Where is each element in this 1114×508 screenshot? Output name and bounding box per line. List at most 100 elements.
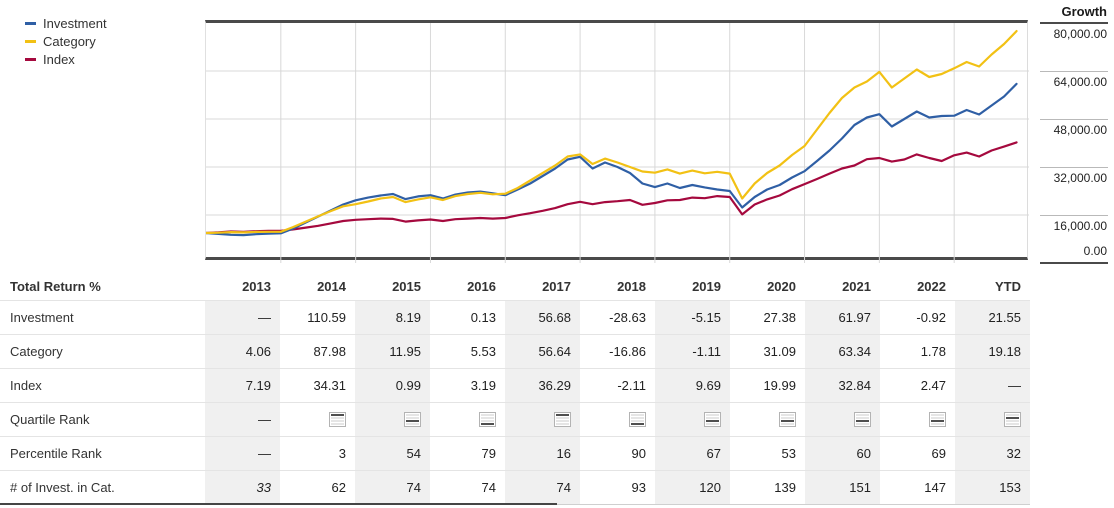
row-label: Category [10,344,63,359]
column-header-2013: 2013 [242,278,271,294]
value-cell: 56.64 [505,335,580,368]
value-cell: -5.15 [655,301,730,334]
column-header-2015: 2015 [392,278,421,294]
value-cell: -2.11 [617,378,646,393]
quartile-3-icon [704,412,721,427]
quartile-stripe [556,423,569,425]
quartile-stripe [331,420,344,422]
quartile-stripe [631,414,644,416]
row-label: Percentile Rank [10,446,102,461]
quartile-stripe [931,417,944,419]
quartile-stripe [931,423,944,425]
quartile-stripe [781,414,794,416]
value-cell: 19.18 [955,335,1030,368]
quartile-stripe [331,417,344,419]
value-cell: 0.99 [355,369,430,402]
quartile-3-icon [929,412,946,427]
value-cell: 93 [631,480,646,495]
quartile-2-icon [1004,412,1021,427]
column-header-2017: 2017 [542,278,571,294]
value-cell: 110.59 [307,310,346,325]
growth-axis-tick-label: 0.00 [1083,244,1107,258]
value-cell: 62 [331,480,346,495]
value-cell: 74 [505,471,580,504]
quartile-rank-icon [505,403,580,436]
quartile-rank-icon [355,403,430,436]
quartile-stripe [706,423,719,425]
value-cell: 79 [481,446,496,461]
growth-axis-tick-line [1040,119,1108,120]
row-label: Quartile Rank [10,412,90,427]
quartile-stripe [781,420,794,422]
growth-axis-tick-label: 80,000.00 [1053,27,1107,41]
growth-axis: Growth 80,000.00 64,000.00 48,000.00 32,000… [1040,0,1108,270]
table-row-percentile-rank: Percentile Rank — 3 54 79 16 90 67 53 60 69 32 [0,436,1030,470]
quartile-stripe [631,417,644,419]
column-header-2021: 2021 [842,278,871,294]
row-label: Index [10,378,42,393]
value-cell: -28.63 [609,310,646,325]
growth-axis-tick-label: 32,000.00 [1053,171,1107,185]
value-cell: 36.29 [505,369,580,402]
row-label: Investment [10,310,74,325]
value-cell: 56.68 [505,301,580,334]
column-header-2018: 2018 [617,278,646,294]
quartile-stripe [406,423,419,425]
value-cell: 151 [805,471,880,504]
legend-label: Index [43,51,75,67]
legend-item-investment: Investment [25,14,107,32]
quartile-3-icon [404,412,421,427]
series-line-investment [206,82,1018,237]
quartile-stripe [1006,420,1019,422]
table-row-of-invest-in-cat: # of Invest. in Cat. 33 62 74 74 74 93 120 139 15… [0,470,1030,504]
column-header-2014: 2014 [317,278,346,294]
value-cell: 32 [955,437,1030,470]
value-cell: 87.98 [313,344,346,359]
quartile-stripe [481,423,494,425]
growth-axis-tick-line [1040,167,1108,168]
value-cell: 3.19 [470,378,496,393]
value-cell: 9.69 [655,369,730,402]
quartile-4-icon [629,412,646,427]
quartile-stripe [331,423,344,425]
quartile-stripe [931,414,944,416]
growth-chart-plot [205,20,1029,263]
quartile-stripe [706,414,719,416]
value-cell: 11.95 [355,335,430,368]
quartile-stripe [781,423,794,425]
quartile-stripe [631,420,644,422]
quartile-rank-icon [580,403,655,436]
quartile-stripe [856,417,869,419]
series-line-index [206,141,1018,235]
legend-dash-icon [25,21,36,25]
value-cell: -0.92 [916,310,946,325]
table-row-investment: Investment — 110.59 8.19 0.13 56.68 -28.63 -5.1… [0,300,1030,334]
legend-dash-icon [25,57,36,61]
section-divider [0,503,557,505]
value-cell: 1.78 [920,344,946,359]
quartile-stripe [406,417,419,419]
value-cell: 32.84 [805,369,880,402]
value-cell: 3 [338,446,346,461]
value-cell: -16.86 [609,344,646,359]
value-cell: — [205,403,280,436]
value-cell: — [205,301,280,334]
column-header-2022: 2022 [917,278,946,294]
value-cell: 90 [631,446,646,461]
column-header-2019: 2019 [692,278,721,294]
value-cell: 21.55 [955,301,1030,334]
value-cell: 5.53 [470,344,496,359]
series-line-category [206,30,1018,235]
quartile-stripe [556,414,569,416]
value-cell: 19.99 [763,378,796,393]
quartile-stripe [1006,417,1019,419]
value-cell: 61.97 [805,301,880,334]
growth-axis-tick-label: 48,000.00 [1053,123,1107,137]
value-cell: 2.47 [920,378,946,393]
value-cell: 139 [774,480,796,495]
quartile-stripe [406,414,419,416]
growth-chart-svg [206,23,1029,263]
value-cell: 27.38 [763,310,796,325]
quartile-1-icon [329,412,346,427]
value-cell: 60 [805,437,880,470]
